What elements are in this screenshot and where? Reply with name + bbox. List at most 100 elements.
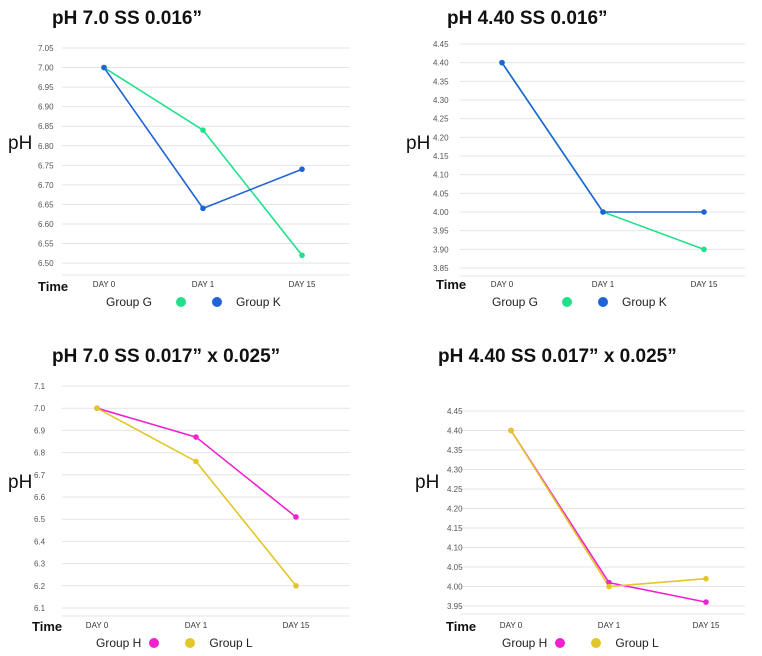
y-tick-label: 4.30	[433, 96, 449, 105]
data-point	[293, 514, 299, 520]
y-tick-label: 4.00	[433, 208, 449, 217]
x-tick-label: DAY 0	[491, 280, 514, 289]
data-point	[200, 205, 206, 212]
x-tick-label: DAY 0	[93, 280, 116, 289]
legend-label: Group K	[622, 295, 667, 309]
legend-label: Group H	[502, 636, 548, 650]
y-tick-label: 6.2	[34, 582, 46, 591]
data-point	[701, 246, 707, 253]
y-tick-label: 4.40	[433, 59, 449, 68]
y-tick-label: 4.35	[447, 446, 463, 455]
data-point	[200, 127, 206, 133]
legend-item: Group H	[502, 636, 566, 650]
y-tick-label: 4.00	[447, 583, 463, 592]
data-point	[94, 405, 100, 412]
y-tick-label: 3.95	[447, 602, 463, 611]
legend-item: Group G	[106, 295, 187, 309]
y-tick-label: 6.1	[34, 604, 46, 613]
legend-label: Group L	[209, 636, 253, 650]
x-tick-label: DAY 1	[185, 621, 208, 630]
legend-dot	[149, 638, 160, 648]
y-tick-label: 6.6	[34, 493, 46, 502]
legend: Group H Group L	[96, 636, 279, 650]
data-point	[508, 427, 514, 434]
y-tick-label: 6.90	[38, 103, 54, 112]
legend-item: Group H	[96, 636, 160, 650]
y-axis-label: pH	[8, 472, 33, 493]
y-tick-label: 3.85	[433, 264, 449, 273]
y-tick-label: 6.55	[38, 240, 54, 249]
y-tick-label: 4.15	[433, 152, 449, 161]
legend-dot	[185, 638, 196, 648]
legend-dot	[212, 297, 223, 307]
data-point	[606, 583, 612, 590]
legend: Group H Group L	[502, 636, 685, 650]
y-tick-label: 6.9	[34, 426, 46, 435]
data-point	[293, 583, 299, 589]
y-tick-label: 6.8	[34, 449, 46, 458]
data-point	[701, 209, 707, 215]
data-point	[703, 599, 709, 605]
legend-item: Group L	[591, 636, 659, 650]
legend-dot	[555, 638, 566, 648]
chart-title: pH 7.0 SS 0.017” x 0.025”	[52, 346, 281, 367]
y-tick-label: 4.20	[433, 133, 449, 142]
y-tick-label: 4.05	[433, 189, 449, 198]
y-tick-label: 6.80	[38, 142, 54, 151]
legend-dot	[562, 297, 573, 307]
x-tick-label: DAY 1	[592, 280, 615, 289]
legend-item: Group L	[185, 636, 253, 650]
legend-label: Group K	[236, 295, 281, 309]
legend-label: Group G	[492, 295, 539, 309]
y-tick-label: 7.1	[34, 382, 46, 391]
y-tick-label: 6.95	[38, 83, 54, 92]
y-axis-label: pH	[406, 133, 431, 154]
x-tick-label: DAY 0	[500, 621, 523, 630]
data-point	[703, 575, 709, 582]
y-tick-label: 7.05	[38, 44, 54, 53]
y-tick-label: 4.40	[447, 427, 463, 436]
y-tick-label: 4.35	[433, 77, 449, 86]
x-tick-label: DAY 15	[691, 280, 718, 289]
y-tick-label: 6.65	[38, 200, 54, 209]
y-tick-label: 4.15	[447, 524, 463, 533]
legend-dot	[176, 297, 187, 307]
line-chart-svg: 7.05 7.00 6.95 6.90 6.85 6.80 6.75 6.70 6.65 6.60…	[38, 44, 350, 289]
y-tick-label: 6.7	[34, 471, 46, 480]
chart-title: pH 7.0 SS 0.016”	[52, 8, 202, 29]
y-axis-label: pH	[8, 133, 33, 154]
legend-label: Group H	[96, 636, 142, 650]
x-axis-label: Time	[446, 619, 477, 634]
data-point	[600, 209, 606, 215]
legend-label: Group L	[615, 636, 659, 650]
y-tick-label: 7.0	[34, 404, 46, 413]
y-tick-label: 6.60	[38, 220, 54, 229]
y-tick-label: 4.20	[447, 505, 463, 514]
data-point	[499, 59, 505, 66]
series-line	[510, 430, 707, 603]
legend-item: Group K	[212, 295, 281, 309]
legend: Group G Group K	[492, 295, 693, 309]
legend-item: Group G	[492, 295, 573, 309]
legend-dot	[598, 297, 609, 307]
x-axis-label: Time	[436, 277, 467, 292]
data-point	[101, 64, 107, 71]
y-tick-label: 4.45	[447, 407, 463, 416]
chart-title: pH 4.40 SS 0.016”	[447, 8, 608, 29]
data-point	[299, 252, 305, 259]
y-tick-label: 4.30	[447, 466, 463, 475]
y-tick-label: 4.10	[447, 544, 463, 553]
y-tick-label: 4.05	[447, 563, 463, 572]
y-tick-label: 4.45	[433, 40, 449, 49]
y-tick-label: 3.95	[433, 227, 449, 236]
x-axis-label: Time	[38, 279, 69, 294]
legend: Group G Group K	[106, 295, 307, 309]
chart-title: pH 4.40 SS 0.017” x 0.025”	[438, 346, 677, 367]
line-chart-svg: 4.45 4.40 4.35 4.30 4.25 4.20 4.15 4.10 4.05 4.00…	[433, 40, 745, 289]
legend-label: Group G	[106, 295, 153, 309]
y-tick-label: 6.3	[34, 560, 46, 569]
x-tick-label: DAY 1	[192, 280, 215, 289]
data-point	[193, 458, 199, 465]
x-tick-label: DAY 0	[86, 621, 109, 630]
